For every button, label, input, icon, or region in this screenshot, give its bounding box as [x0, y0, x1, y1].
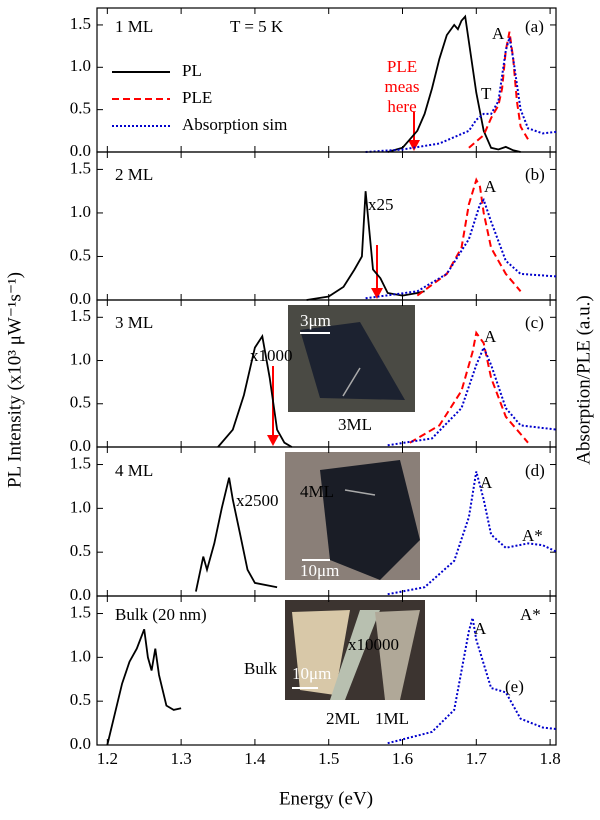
annotation: x25: [368, 195, 394, 214]
annotation: A: [492, 24, 505, 43]
annotation: A: [480, 473, 493, 492]
flake: [292, 610, 350, 695]
annotation: PLE: [387, 57, 417, 76]
arrows: [267, 112, 420, 446]
annotation: T = 5 K: [230, 17, 284, 36]
annotation: 3 ML: [115, 313, 153, 332]
legend-label: Absorption sim: [182, 115, 287, 134]
line-series: [416, 177, 522, 297]
flake: [375, 610, 420, 700]
flake: [330, 610, 380, 700]
line-series: [217, 333, 293, 448]
plot-frame: [96, 151, 557, 301]
annotation: A: [484, 177, 497, 196]
annotation: x1000: [250, 346, 293, 365]
x-tick-label: 1.2: [97, 749, 118, 768]
y-tick-label: 1.0: [70, 202, 91, 221]
annotation: (a): [525, 17, 544, 36]
annotation: 1 ML: [115, 17, 153, 36]
line-series: [387, 14, 521, 153]
pointer: [342, 367, 361, 397]
annotation: (c): [525, 313, 544, 332]
annotation: 2ML: [326, 709, 360, 728]
y-tick-label: 1.5: [70, 158, 91, 177]
annotation: 4 ML: [115, 461, 153, 480]
y-tick-label: 1.5: [70, 453, 91, 472]
y-tick-label: 1.0: [70, 646, 91, 665]
line-series: [195, 477, 278, 592]
y-tick-label: 0.5: [70, 245, 91, 264]
line-series: [409, 330, 529, 444]
line-series: [387, 471, 558, 596]
annotation: Bulk: [244, 659, 278, 678]
x-tick-label: 1.3: [171, 749, 192, 768]
flake: [300, 322, 405, 400]
y-tick-label: 0.5: [70, 541, 91, 560]
x-tick-label: 1.6: [392, 749, 413, 768]
y-tick-label: 0.5: [70, 99, 91, 118]
line-series: [468, 31, 529, 149]
annotation: (e): [505, 677, 524, 696]
x-tick-label: 1.7: [466, 749, 488, 768]
annotation: (d): [525, 461, 545, 480]
y-tick-label: 0.5: [70, 393, 91, 412]
annotation: T: [481, 84, 492, 103]
y-tick-label: 1.5: [70, 306, 91, 325]
annotation: 1ML: [375, 709, 409, 728]
line-series: [387, 617, 558, 745]
annotation: 2 ML: [115, 165, 153, 184]
y-tick-label: 0.0: [70, 734, 91, 753]
y-tick-label: 0.0: [70, 585, 91, 604]
y-tick-label: 1.5: [70, 14, 91, 33]
annotation: (b): [525, 165, 545, 184]
y-axis-label: PL Intensity (x10³ μW⁻¹s⁻¹): [4, 272, 25, 488]
y-tick-label: 1.5: [70, 602, 91, 621]
y-tick-label: 1.0: [70, 349, 91, 368]
annotation: meas: [385, 77, 420, 96]
y-tick-label: 0.0: [70, 436, 91, 455]
x-tick-label: 1.4: [244, 749, 266, 768]
pointer: [344, 489, 376, 496]
plot-frame: [96, 7, 557, 153]
annotation: 4ML: [300, 482, 334, 501]
y-tick-label: 0.0: [70, 141, 91, 160]
line-series: [106, 628, 182, 746]
y-tick-label: 1.0: [70, 56, 91, 75]
plot-frame: [96, 595, 557, 746]
annotation: A: [484, 327, 497, 346]
y2-axis-label: Absorption/PLE (a.u.): [573, 295, 594, 464]
annotation: A*: [520, 605, 541, 624]
x-tick-label: 1.8: [539, 749, 560, 768]
line-series: [306, 191, 425, 301]
line-series: [365, 37, 558, 153]
y-tick-label: 0.0: [70, 289, 91, 308]
annotation: A*: [522, 526, 543, 545]
annotation: 3μm: [300, 311, 331, 330]
annotation: here: [387, 97, 416, 116]
y-tick-label: 1.0: [70, 497, 91, 516]
annotation: 10μm: [292, 664, 331, 683]
legend-label: PLE: [182, 88, 212, 107]
annotation: 3ML: [338, 415, 372, 434]
annotation: Bulk (20 nm): [115, 605, 207, 624]
annotation: A: [474, 619, 487, 638]
legend-label: PL: [182, 61, 202, 80]
annotation: x2500: [236, 491, 279, 510]
annotation: 10μm: [300, 561, 339, 580]
y-tick-label: 0.5: [70, 690, 91, 709]
x-axis-label: Energy (eV): [279, 788, 373, 809]
x-tick-label: 1.5: [318, 749, 339, 768]
annotation: x10000: [348, 635, 399, 654]
line-series: [365, 197, 558, 300]
